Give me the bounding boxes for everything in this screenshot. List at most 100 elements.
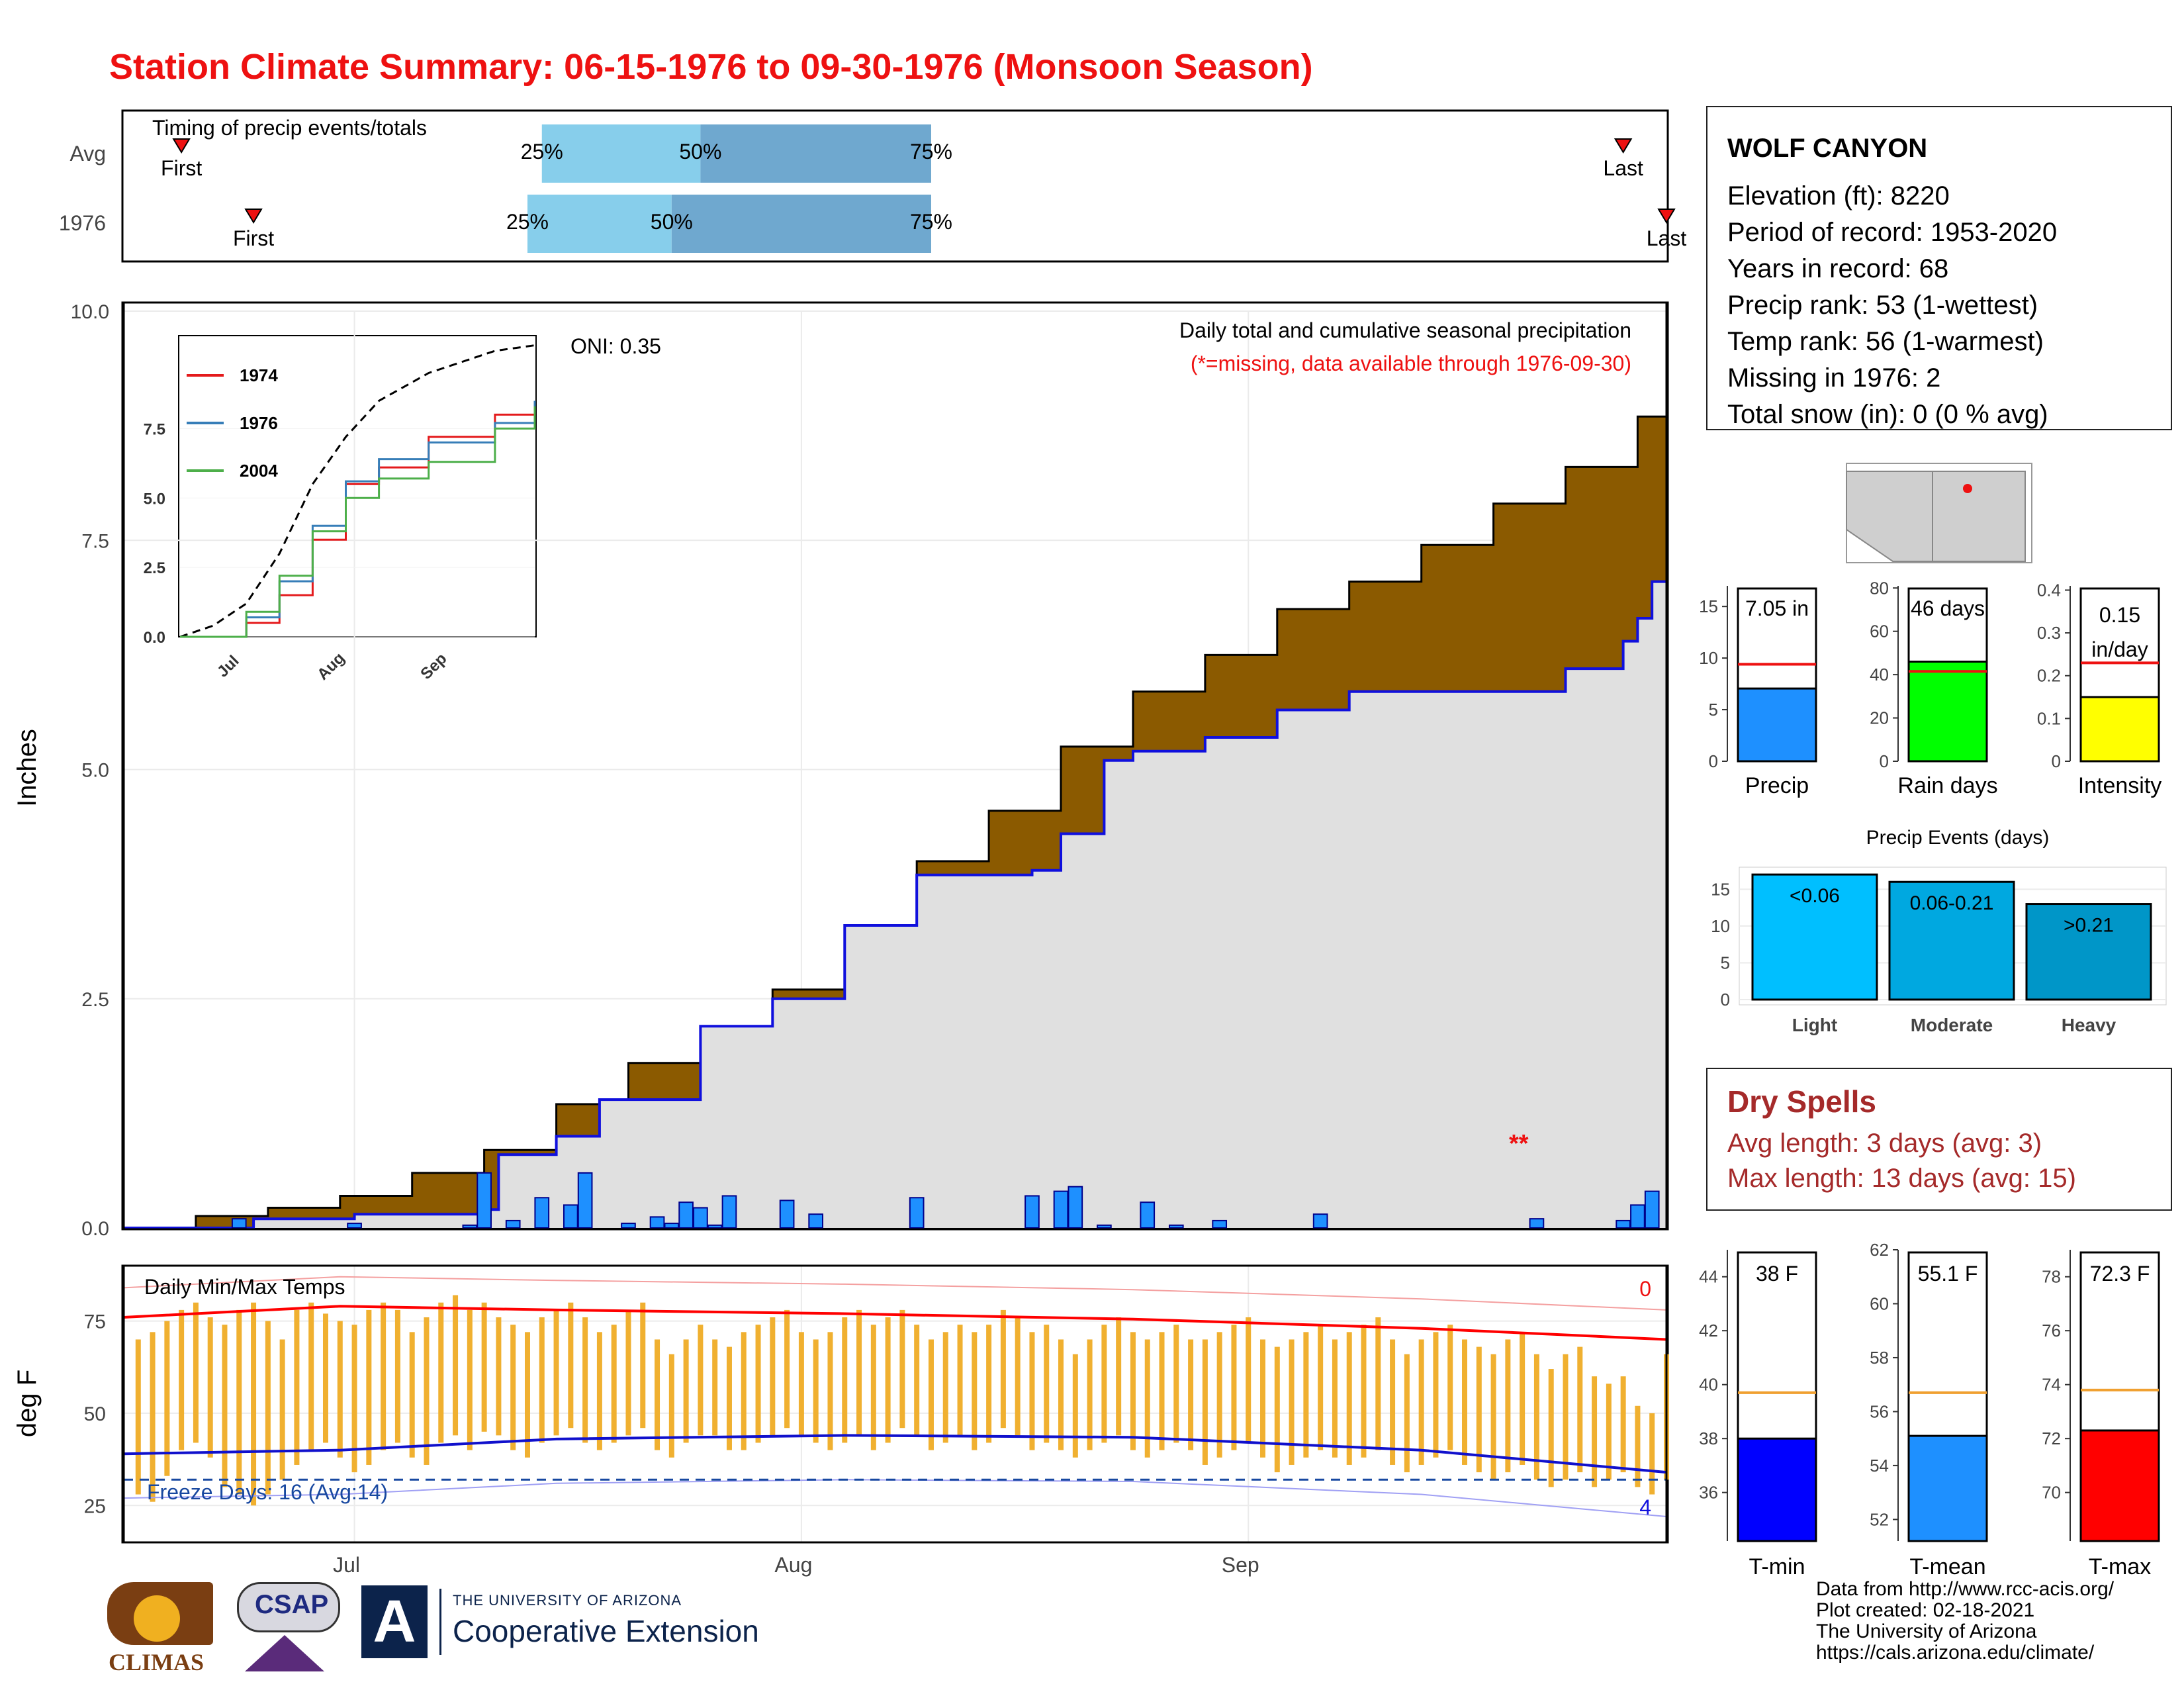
temp-range-bar (1533, 1354, 1539, 1480)
y-axis-label-degf: deg F (13, 1370, 42, 1437)
t-mean-bar (1907, 1434, 1988, 1542)
precip-annotation: Daily total and cumulative seasonal prec… (1179, 318, 1631, 342)
events-tick-label: 5 (1721, 953, 1730, 972)
temp-range-bar (337, 1321, 343, 1458)
last-event-marker (1614, 138, 1633, 154)
t-max-tick-label: 74 (2042, 1375, 2061, 1395)
climas-logo: CLIMAS (107, 1582, 220, 1681)
inset-legend-label: 2004 (240, 461, 278, 481)
station-info-box: WOLF CANYON Elevation (ft): 8220 Period … (1706, 106, 2172, 430)
y-tick-label: 5.0 (81, 760, 109, 782)
daily-precip-bar (664, 1223, 680, 1229)
temp-y-tick: 75 (84, 1311, 106, 1333)
temp-range-bar (698, 1325, 704, 1436)
temp-range-bar (596, 1332, 602, 1450)
temp-range-bar (842, 1317, 848, 1443)
daily-precip-bar (1140, 1201, 1156, 1229)
temp-range-bar (668, 1354, 674, 1458)
main-panel-border (122, 301, 1668, 1231)
quartile-label-75: 75% (910, 140, 952, 164)
temp-range-bar (1649, 1413, 1655, 1495)
station-location-dot (1963, 484, 1972, 493)
temp-y-tick: 25 (84, 1495, 106, 1517)
temp-panel-border (122, 1264, 1668, 1544)
dry-spells-box: Dry Spells Avg length: 3 days (avg: 3) M… (1706, 1068, 2172, 1211)
temp-range-bar (986, 1325, 992, 1443)
timing-title: Timing of precip events/totals (152, 116, 427, 140)
temp-range-bar (1332, 1339, 1338, 1458)
temp-range-bar (798, 1332, 804, 1436)
inset-y-tick: 7.5 (144, 420, 165, 438)
temp-bottom-count: 4 (1639, 1495, 1651, 1519)
temp-range-bar (481, 1302, 487, 1432)
precip-event-bar (2025, 903, 2152, 1001)
temp-range-bar (726, 1346, 732, 1450)
t-mean-category-label: T-mean (1909, 1554, 1985, 1579)
station-snow: Total snow (in): 0 (0 % avg) (1727, 400, 2048, 429)
intensity-value-label: 0.15 (2099, 603, 2140, 627)
temp-range-bar (1606, 1383, 1612, 1480)
x-tick-label: Jul (333, 1553, 360, 1577)
temp-range-bar (1433, 1332, 1439, 1458)
inset-average-line (179, 344, 535, 638)
dry-spells-title: Dry Spells (1727, 1084, 1876, 1119)
intensity-value-label: in/day (2091, 637, 2148, 661)
temp-range-bar (322, 1313, 328, 1443)
rain-days-tick-label: 0 (1880, 751, 1889, 771)
t-max-tick-label: 70 (2042, 1483, 2061, 1503)
t-mean-tick-label: 60 (1870, 1293, 1889, 1313)
ua-logo-small-text: THE UNIVERSITY OF ARIZONA (453, 1592, 682, 1609)
daily-precip-bar (693, 1207, 708, 1229)
intensity-tick-label: 0.2 (2037, 666, 2061, 686)
precip-event-category-label: Moderate (1911, 1015, 1993, 1035)
ua-logo-big-text: Cooperative Extension (453, 1614, 759, 1648)
temp-range-bar (625, 1309, 631, 1436)
quartile-label-25: 25% (506, 210, 549, 234)
inset-y-tick: 5.0 (144, 490, 165, 508)
temp-range-bar (279, 1339, 285, 1480)
inset-y-tick: 0.0 (144, 629, 165, 647)
intensity-tick-label: 0.4 (2037, 580, 2061, 600)
daily-precip-bar (577, 1172, 593, 1229)
temp-range-bar (1346, 1332, 1352, 1465)
daily-precip-bar (779, 1199, 795, 1229)
y-axis-label-inches: Inches (13, 729, 42, 807)
temp-range-bar (741, 1332, 747, 1450)
precip-event-value-label: 0.06-0.21 (1910, 892, 1994, 914)
temp-range-bar (1188, 1339, 1194, 1450)
rain-days-tick-label: 60 (1870, 622, 1889, 641)
temp-range-bar (640, 1302, 646, 1429)
freeze-days-label: Freeze Days: 16 (Avg:14) (147, 1480, 388, 1504)
t-mean-value-label: 55.1 F (1918, 1262, 1978, 1286)
quartile-box-upper (700, 124, 931, 183)
temp-range-bar (1274, 1346, 1280, 1473)
temp-range-bar (1289, 1339, 1295, 1465)
temp-range-bar (453, 1295, 459, 1436)
precip-event-category-label: Light (1792, 1015, 1837, 1035)
temp-range-bar (193, 1302, 199, 1443)
intensity-tick-label: 0.1 (2037, 708, 2061, 728)
rain-days-tick-label: 80 (1870, 578, 1889, 598)
credit-line: Plot created: 02-18-2021 (1816, 1599, 2035, 1621)
temp-range-bar (1159, 1332, 1165, 1450)
daily-precip-bar (1312, 1213, 1328, 1229)
daily-precip-bar (649, 1216, 665, 1229)
temp-range-bar (1548, 1369, 1554, 1487)
precip-event-bar (1751, 873, 1878, 1001)
x-tick-label: Sep (1222, 1553, 1259, 1577)
t-mean-tick-label: 56 (1870, 1401, 1889, 1421)
precip-tick-label: 0 (1709, 751, 1718, 771)
daily-precip-bar (1097, 1224, 1112, 1229)
csap-logo: CSAP (232, 1582, 351, 1681)
daily-precip-bar (1053, 1190, 1069, 1229)
daily-precip-bar (347, 1223, 362, 1229)
events-tick-label: 15 (1711, 879, 1730, 899)
daily-precip-bar (1212, 1219, 1228, 1229)
page-title: Station Climate Summary: 06-15-1976 to 0… (109, 47, 1313, 87)
daily-precip-bar (909, 1197, 925, 1229)
temp-top-count: 0 (1639, 1277, 1651, 1301)
t-mean-tick-label: 54 (1870, 1456, 1889, 1476)
tmax-average-line (123, 1305, 1667, 1341)
y-tick-label: 2.5 (81, 989, 109, 1011)
daily-precip-bar (231, 1218, 247, 1229)
